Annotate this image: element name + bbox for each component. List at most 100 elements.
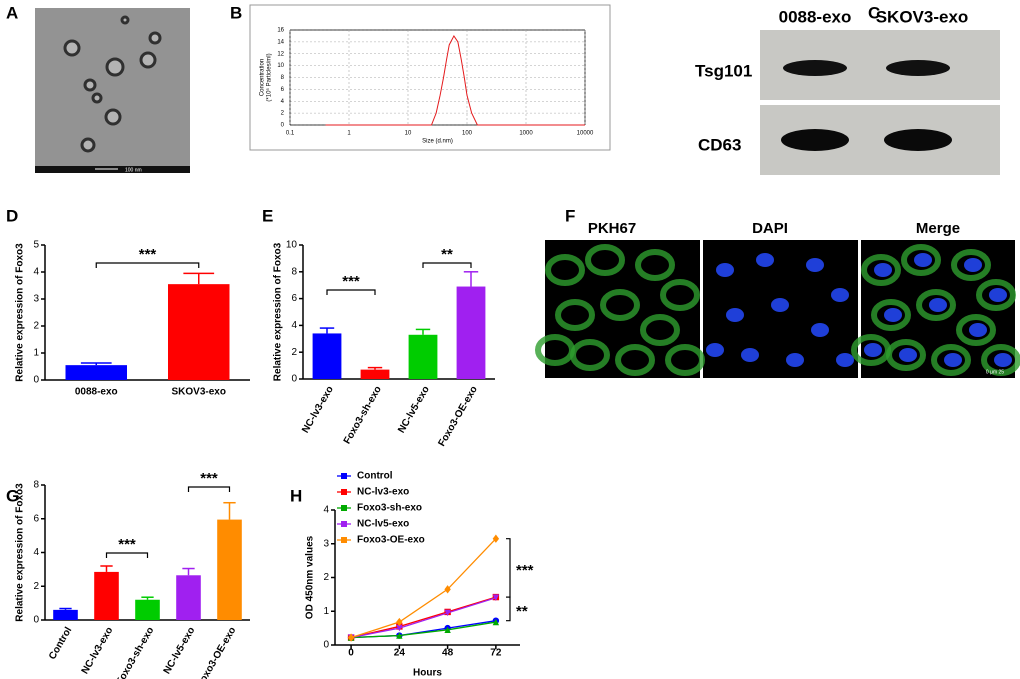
legend-marker [341,537,347,543]
x-tick-label: Foxo3-OE-exo [436,384,479,448]
line [351,620,496,639]
blot-row-label: Tsg101 [695,61,752,80]
panel-label: C [868,3,880,22]
nucleus [944,353,962,367]
nucleus [994,353,1012,367]
y-tick-label: 4 [33,267,39,278]
x-tick-label: 10 [405,131,412,137]
y-tick-label: 3 [323,538,329,549]
panel-label: D [6,206,18,225]
bar [456,286,486,379]
significance-bracket [506,596,511,622]
nucleus [716,263,734,277]
nucleus [969,323,987,337]
significance-bracket [187,486,231,492]
blot-column-label: 0088-exo [779,7,852,26]
line [325,34,585,126]
marker [492,594,500,601]
cell [901,244,941,276]
nucleus [811,323,829,337]
cell [660,279,700,311]
x-axis-label: Size (d.nm) [422,139,453,145]
y-tick-label: 16 [277,28,284,34]
line [350,538,497,639]
bar [94,571,119,620]
y-tick-label: 0 [33,615,39,626]
significance-bracket [422,262,472,268]
cell [535,334,575,366]
cell [555,299,595,331]
y-axis-label: OD 450nm values [305,535,316,619]
nucleus [726,308,744,322]
cell [585,244,625,276]
y-tick-label: 8 [291,266,297,277]
y-tick-label: 8 [281,75,285,81]
nucleus [706,343,724,357]
x-tick-label: 0.1 [286,131,295,137]
cell [635,249,675,281]
cell [600,289,640,321]
x-tick-label: NC-lv5-exo [162,625,198,676]
scale-label: 0 μm 25 [986,369,1004,375]
y-tick-label: 3 [33,294,39,305]
marker [347,633,355,642]
y-tick-label: 10 [277,63,284,69]
marker [396,624,403,632]
line [350,596,497,639]
tem-image [35,8,190,173]
marker [444,585,451,594]
legend-marker [341,521,347,527]
x-tick-label: NC-lv3-exo [80,625,116,676]
y-tick-label: 1 [33,348,39,359]
x-tick-label: Foxo3-sh-exo [114,625,156,679]
y-axis-label: Concentration [260,59,266,96]
cell [931,344,971,376]
legend-label: Foxo3-OE-exo [357,535,425,546]
x-axis-label: Hours [413,668,442,679]
significance-label: ** [516,603,528,620]
legend-label: Control [357,471,393,482]
x-tick-label: 48 [442,648,454,659]
cell [665,344,705,376]
cell [861,254,901,286]
y-axis-label: Relative expression of Foxo3 [15,483,26,622]
cell [871,299,911,331]
panel-label: H [290,486,302,505]
cell [545,254,585,286]
bar [135,599,160,620]
marker [396,632,403,639]
bar [312,333,342,379]
significance-bracket [105,552,149,558]
x-tick-label: NC-lv5-exo [396,384,432,435]
marker [444,609,451,617]
bar [176,575,201,620]
cell [956,314,996,346]
legend-label: NC-lv3-exo [357,487,409,498]
x-tick-label: NC-lv3-exo [300,384,336,435]
channel-label: PKH67 [588,220,636,237]
cell [951,249,991,281]
x-tick-label: 100 [462,131,473,137]
y-axis-label: Relative expression of Foxo3 [273,242,284,381]
nucleus [884,308,902,322]
nucleus [899,348,917,362]
cell [640,314,680,346]
significance-bracket [95,262,200,268]
y-tick-label: 4 [281,99,285,105]
y-tick-label: 10 [286,240,298,251]
y-tick-label: 6 [291,293,297,304]
x-tick-label: 0088-exo [75,387,118,398]
x-tick-label: 24 [394,648,406,659]
cell [615,344,655,376]
panel-label: F [565,206,575,225]
marker [396,617,403,627]
significance-bracket [506,538,511,598]
significance-label: *** [200,470,218,487]
nucleus [874,263,892,277]
significance-label: ** [441,246,453,263]
y-tick-label: 5 [33,240,39,251]
nucleus [864,343,882,357]
y-tick-label: 4 [33,547,39,558]
cell [981,344,1020,376]
